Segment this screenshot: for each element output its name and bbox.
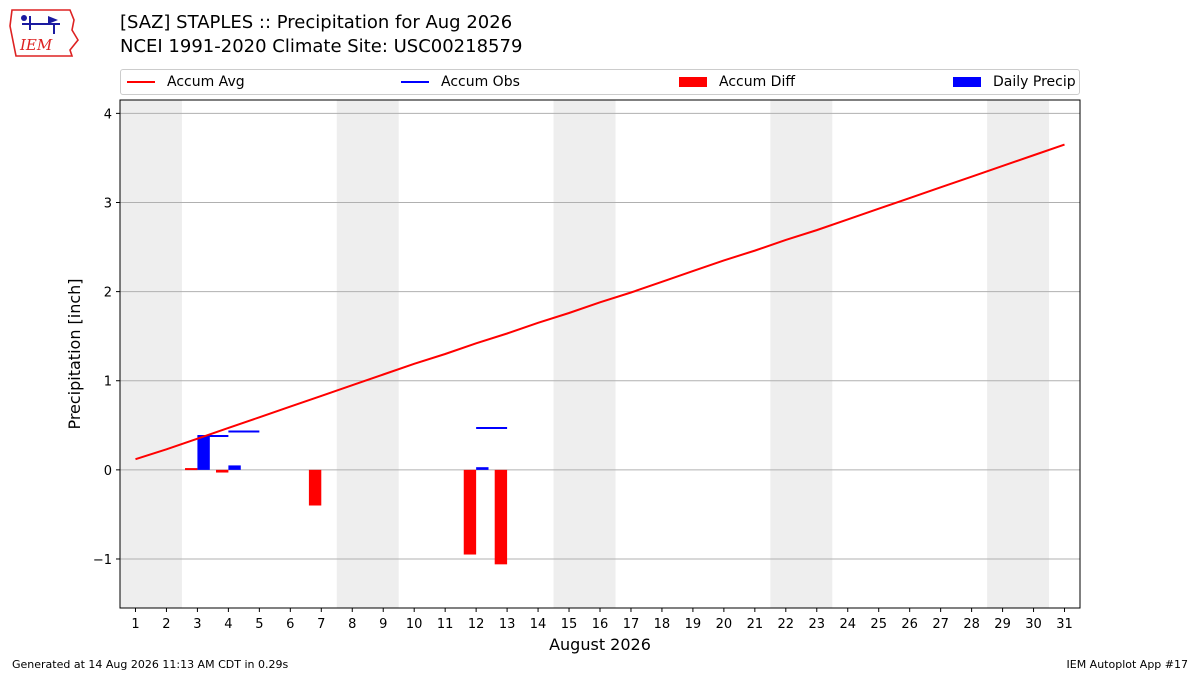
x-tick-label: 24 <box>839 617 856 632</box>
daily-precip-bar <box>228 465 241 470</box>
weekend-shade <box>553 100 616 608</box>
x-tick-label: 27 <box>932 617 949 632</box>
accum-avg-line <box>135 143 1065 461</box>
accum-diff-bar <box>308 469 322 506</box>
x-tick-label: 29 <box>994 617 1011 632</box>
weekend-shade <box>770 100 833 608</box>
legend-swatch-accum-obs <box>401 81 429 83</box>
accum-diff-bar <box>185 468 198 471</box>
x-tick-label: 17 <box>623 617 640 632</box>
x-tick-label: 26 <box>901 617 918 632</box>
x-tick-label: 18 <box>654 617 671 632</box>
legend: Accum Avg Accum Obs Accum Diff Daily Pre… <box>120 69 1080 95</box>
x-tick-label: 2 <box>162 617 170 632</box>
x-tick-label: 10 <box>406 617 423 632</box>
x-tick-label: 13 <box>499 617 516 632</box>
y-axis-label: Precipitation [inch] <box>65 278 84 429</box>
x-tick-label: 19 <box>685 617 702 632</box>
weekend-shade <box>120 100 182 608</box>
x-tick-label: 6 <box>286 617 294 632</box>
legend-item-accum-avg: Accum Avg <box>127 70 245 94</box>
y-tick-label: 2 <box>104 286 112 301</box>
x-tick-label: 1 <box>131 617 139 632</box>
legend-label-accum-avg: Accum Avg <box>167 74 245 90</box>
footer-app-text: IEM Autoplot App #17 <box>1066 658 1189 671</box>
x-tick-label: 25 <box>870 617 887 632</box>
weekend-shade <box>336 100 399 608</box>
x-tick-label: 7 <box>317 617 325 632</box>
legend-label-daily-precip: Daily Precip <box>993 74 1076 90</box>
chart-subtitle: NCEI 1991-2020 Climate Site: USC00218579 <box>120 36 523 57</box>
legend-label-accum-obs: Accum Obs <box>441 74 520 90</box>
y-tick-label: 4 <box>104 107 112 122</box>
legend-item-accum-diff: Accum Diff <box>679 70 795 94</box>
iem-logo: IEM <box>8 6 80 60</box>
x-tick-label: 5 <box>255 617 263 632</box>
y-tick-label: 3 <box>104 196 112 211</box>
x-tick-label: 3 <box>193 617 201 632</box>
legend-swatch-accum-diff <box>679 77 707 87</box>
x-tick-label: 21 <box>747 617 764 632</box>
legend-item-accum-obs: Accum Obs <box>401 70 520 94</box>
x-tick-label: 22 <box>778 617 795 632</box>
x-tick-label: 8 <box>348 617 356 632</box>
accum-diff-bar <box>494 469 508 565</box>
x-tick-label: 28 <box>963 617 980 632</box>
x-tick-label: 4 <box>224 617 232 632</box>
accum-diff-bar <box>463 469 477 555</box>
plot-frame <box>119 99 1081 609</box>
x-tick-label: 16 <box>592 617 609 632</box>
y-tick-label: 1 <box>104 375 112 390</box>
x-axis-label: August 2026 <box>549 635 651 654</box>
x-tick-label: 11 <box>437 617 454 632</box>
logo-text: IEM <box>19 36 53 54</box>
x-tick-label: 30 <box>1025 617 1042 632</box>
legend-swatch-accum-avg <box>127 81 155 83</box>
x-tick-label: 14 <box>530 617 547 632</box>
y-tick-label: −1 <box>93 553 112 568</box>
x-tick-label: 15 <box>561 617 578 632</box>
accum-diff-bar <box>216 469 229 473</box>
daily-precip-bar <box>197 435 210 470</box>
chart-title: [SAZ] STAPLES :: Precipitation for Aug 2… <box>120 12 513 33</box>
daily-precip-bar <box>476 467 489 470</box>
legend-label-accum-diff: Accum Diff <box>719 74 796 90</box>
y-tick-label: 0 <box>104 464 112 479</box>
x-tick-label: 12 <box>468 617 485 632</box>
legend-item-daily-precip: Daily Precip <box>953 70 1076 94</box>
x-tick-label: 31 <box>1056 617 1073 632</box>
weekend-shade <box>987 100 1050 608</box>
x-tick-label: 23 <box>809 617 826 632</box>
legend-swatch-daily-precip <box>953 77 981 87</box>
x-tick-label: 9 <box>379 617 387 632</box>
x-tick-label: 20 <box>716 617 733 632</box>
footer-generated-text: Generated at 14 Aug 2026 11:13 AM CDT in… <box>12 658 289 671</box>
